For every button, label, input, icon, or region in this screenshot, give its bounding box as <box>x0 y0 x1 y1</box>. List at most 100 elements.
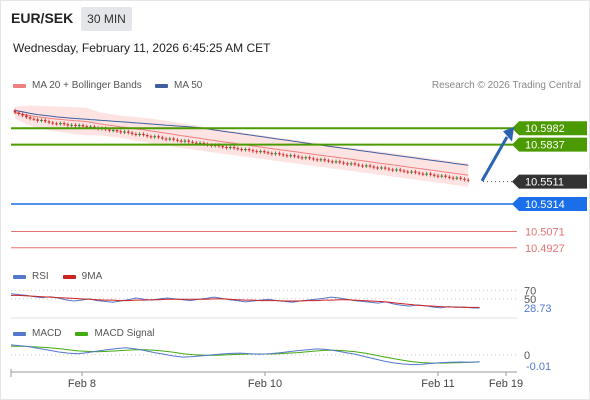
candle-body <box>176 139 179 141</box>
candle-body <box>364 165 368 167</box>
candle-body <box>342 162 345 164</box>
candle-body <box>40 119 43 121</box>
candle-body <box>308 157 311 159</box>
ma20-swatch <box>13 83 26 88</box>
candle-body <box>202 142 206 145</box>
timeframe-button[interactable]: 30 MIN <box>81 7 132 31</box>
candle-body <box>85 126 89 128</box>
candle-body <box>157 136 160 138</box>
candle-body <box>172 138 175 140</box>
macd-label: MACD <box>32 328 62 339</box>
x-tick-label: Feb 10 <box>248 378 282 390</box>
candle-body <box>93 126 96 128</box>
ma50-swatch <box>155 83 168 88</box>
candle-body <box>278 153 281 155</box>
level-label-box <box>512 121 587 136</box>
candle-body <box>451 177 455 179</box>
candle-body <box>119 131 123 133</box>
candle-body <box>406 171 410 173</box>
candle-body <box>398 169 402 171</box>
level-label-minor: 10.5071 <box>525 226 565 238</box>
candle-body <box>47 121 51 123</box>
candle-body <box>372 166 376 168</box>
candle-body <box>319 159 323 161</box>
candle-body <box>145 135 149 137</box>
x-tick-label: Feb 8 <box>68 378 96 390</box>
candle-body <box>32 118 36 120</box>
candle-body <box>108 129 111 131</box>
candle-body <box>300 157 304 159</box>
candle-body <box>62 123 66 125</box>
candle-body <box>123 131 126 133</box>
legend-ma20: MA 20 + Bollinger Bands <box>13 80 142 91</box>
candle-body <box>221 146 225 148</box>
candle-body <box>89 126 92 128</box>
candle-body <box>296 156 300 158</box>
candle-body <box>55 123 58 125</box>
candle-body <box>289 155 293 157</box>
rsi-level-label: 70 <box>524 285 536 297</box>
legend-rsi: RSI 9MA <box>13 271 102 282</box>
rsi-level-label: 50 <box>524 294 536 306</box>
macd-zero-label: 0 <box>524 350 530 362</box>
level-label-box <box>512 174 587 189</box>
rsi-swatch <box>13 274 26 279</box>
candle-body <box>421 173 425 175</box>
candle-body <box>164 138 168 140</box>
candle-body <box>225 147 228 149</box>
candle-body <box>436 175 440 177</box>
candle-body <box>312 158 315 160</box>
candle-body <box>134 133 138 135</box>
candle-body <box>28 117 32 119</box>
level-label-current: 10.5511 <box>525 177 564 189</box>
candle-body <box>281 154 285 156</box>
candle-body <box>244 149 247 151</box>
macd-signal-swatch <box>75 331 89 336</box>
candle-body <box>70 124 73 126</box>
candle-body <box>361 165 364 167</box>
candle-body <box>191 141 194 143</box>
candle-body <box>432 174 436 176</box>
ma20-label: MA 20 + Bollinger Bands <box>32 80 142 91</box>
candle-body <box>127 131 130 133</box>
candle-body <box>194 142 198 144</box>
candle-body <box>81 125 85 127</box>
candle-body <box>327 160 330 162</box>
candle-body <box>228 147 232 149</box>
candle-body <box>232 147 236 149</box>
candle-body <box>338 161 342 163</box>
candle-body <box>77 125 81 127</box>
candle-body <box>236 148 240 150</box>
candle-body <box>293 155 296 157</box>
candle-body <box>448 176 451 178</box>
candle-body <box>266 152 270 154</box>
candle-body <box>353 163 357 165</box>
candle-body <box>455 177 459 179</box>
candle-body <box>395 169 398 171</box>
candle-body <box>160 137 164 139</box>
candle-body <box>36 119 39 121</box>
candle-body <box>270 153 274 155</box>
candle-body <box>410 171 413 173</box>
candle-body <box>349 163 353 165</box>
macd-swatch <box>13 331 26 336</box>
candle-body <box>25 115 28 118</box>
candle-body <box>198 142 202 144</box>
candle-body <box>153 136 157 138</box>
macd-signal-line <box>11 345 480 364</box>
candle-body <box>425 173 428 175</box>
ma50-line <box>14 109 469 166</box>
candle-body <box>59 123 62 125</box>
candle-body <box>368 165 372 167</box>
candle-body <box>115 130 119 132</box>
candle-body <box>459 177 462 179</box>
candle-body <box>21 114 24 116</box>
candle-body <box>383 167 387 169</box>
legend-ma50: MA 50 <box>155 80 202 91</box>
rsi-last-value: 28.73 <box>524 303 552 315</box>
candle-body <box>142 133 145 136</box>
candle-body <box>274 153 277 155</box>
candle-body <box>315 159 319 161</box>
